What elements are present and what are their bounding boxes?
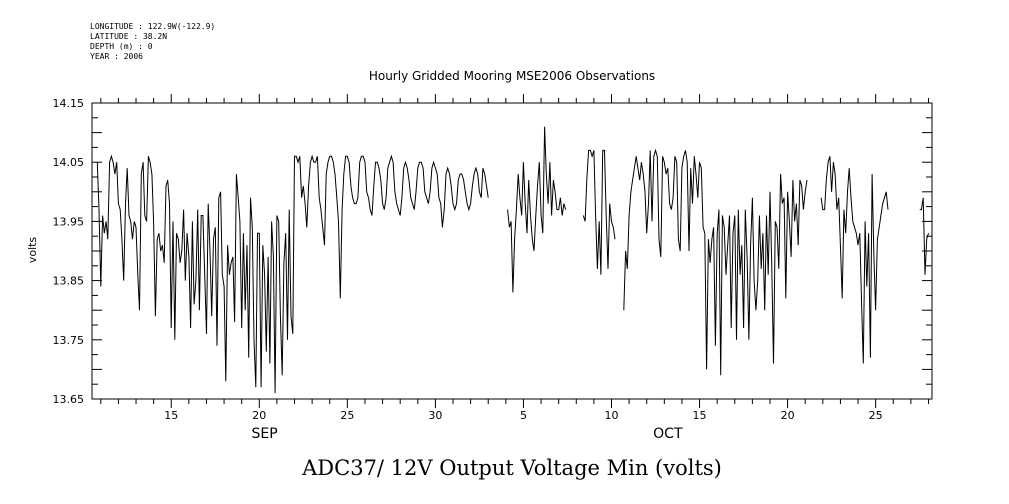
x-tick-label: 10 [604,409,618,422]
y-tick-label: 14.15 [53,97,85,110]
month-label: OCT [653,426,683,442]
y-tick-label: 13.95 [53,215,85,228]
x-tick-label: 30 [428,409,442,422]
y-axis: 14.15 14.05 13.95 13.85 13.75 13.65 [53,97,932,406]
x-tick-label: 25 [340,409,354,422]
location-metadata: LONGITUDE : 122.9W(-122.9) LATITUDE : 38… [90,22,215,62]
y-tick-label: 13.75 [53,334,85,347]
latitude-label: LATITUDE : 38.2N [90,32,168,41]
data-series [96,126,929,394]
x-tick-label: 5 [520,409,527,422]
series-segment [96,154,489,394]
series-segment [582,149,616,275]
chart-title: Hourly Gridded Mooring MSE2006 Observati… [369,69,655,83]
x-axis: 15 20 25 30 5 10 15 20 25 SEP OCT [100,94,929,442]
x-tick-label: 20 [252,409,266,422]
depth-label: DEPTH (m) : 0 [90,42,153,51]
x-tick-label: 15 [164,409,178,422]
series-segment [820,156,889,364]
y-tick-label: 13.65 [53,393,85,406]
x-axis-label: ADC37/ 12V Output Voltage Min (volts) [301,456,722,480]
longitude-label: LONGITUDE : 122.9W(-122.9) [90,22,216,31]
x-tick-label: 25 [869,409,883,422]
series-segment [623,148,808,376]
y-axis-label: volts [26,237,39,264]
month-label: SEP [251,426,277,442]
series-segment [507,126,567,293]
x-tick-label: 20 [781,409,795,422]
year-label: YEAR : 2006 [90,52,143,61]
y-tick-label: 14.05 [53,156,85,169]
x-tick-label: 15 [693,409,707,422]
series-segment [919,197,929,275]
y-tick-label: 13.85 [53,275,85,288]
